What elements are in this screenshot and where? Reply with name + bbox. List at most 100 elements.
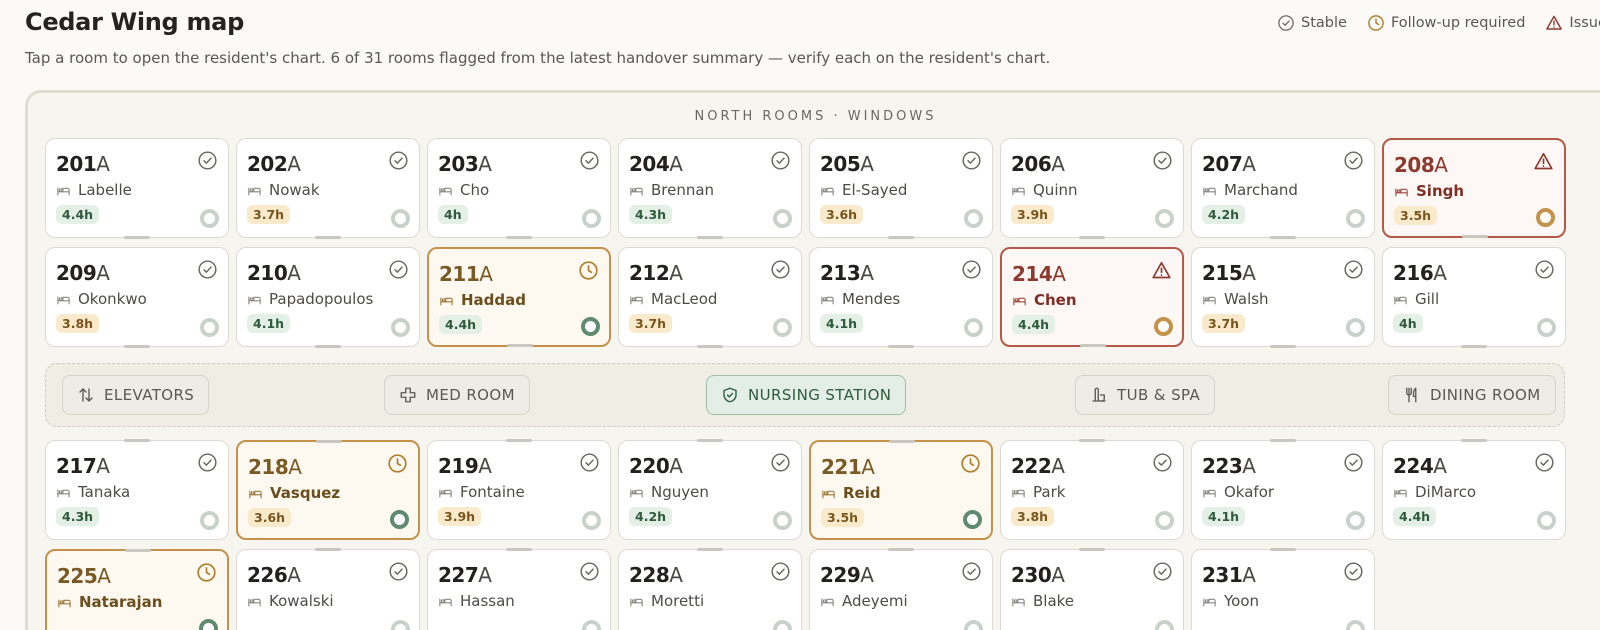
duration-badge: 4.3h: [56, 507, 100, 526]
resident-line: Mendes: [820, 290, 900, 308]
room-card-218[interactable]: 218A Vasquez 3.6h: [236, 440, 420, 540]
door-marker: [315, 345, 341, 348]
room-card-228[interactable]: 228A Moretti: [618, 548, 802, 630]
amenity-label: ELEVATORS: [104, 386, 195, 404]
room-card-207[interactable]: 207A Marchand 4.2h: [1191, 138, 1375, 239]
room-card-227[interactable]: 227A Hassan: [427, 548, 611, 630]
door-marker: [888, 548, 914, 551]
amenity-elevators[interactable]: ELEVATORS: [62, 375, 210, 415]
resident-line: Kowalski: [247, 592, 334, 610]
check-circle-icon: [197, 259, 218, 280]
resident-line: Labelle: [56, 181, 132, 199]
room-card-213[interactable]: 213A Mendes 4.1h: [809, 247, 993, 348]
door-marker: [888, 345, 914, 348]
legend-label: Issue: [1569, 15, 1600, 31]
amenity-nursing-station[interactable]: NURSING STATION: [706, 375, 907, 415]
room-number-suffix: A: [479, 262, 493, 286]
page-subtitle: Tap a room to open the resident's chart.…: [25, 49, 1051, 67]
bed-icon: [439, 293, 454, 308]
room-number-digits: 231: [1202, 563, 1243, 587]
resident-line: Cho: [438, 181, 489, 199]
room-number-digits: 212: [629, 261, 670, 285]
room-number-digits: 229: [820, 563, 861, 587]
room-number-suffix: A: [97, 564, 111, 588]
room-card-219[interactable]: 219A Fontaine 3.9h: [427, 439, 611, 540]
amenity-tub-spa[interactable]: TUB & SPA: [1075, 375, 1216, 415]
fork-knife-icon: [1403, 386, 1421, 404]
resident-name: Adeyemi: [842, 592, 908, 610]
room-number-suffix: A: [669, 563, 683, 587]
room-card-220[interactable]: 220A Nguyen 4.2h: [618, 439, 802, 540]
door-marker: [697, 345, 723, 348]
presence-indicator: [773, 318, 792, 337]
room-card-212[interactable]: 212A MacLeod 3.7h: [618, 247, 802, 348]
resident-line: Adeyemi: [820, 592, 908, 610]
amenity-dining-room[interactable]: DINING ROOM: [1388, 375, 1556, 415]
resident-name: Mendes: [842, 290, 901, 308]
door-marker: [697, 548, 723, 551]
room-card-216[interactable]: 216A Gill 4h: [1382, 247, 1566, 348]
room-card-204[interactable]: 204A Brennan 4.3h: [618, 138, 802, 239]
room-card-208[interactable]: 208A Singh 3.5h: [1382, 138, 1566, 238]
door-marker: [316, 440, 342, 443]
duration-badge: 4.4h: [439, 315, 483, 334]
room-card-214[interactable]: 214A Chen 4.4h: [1000, 247, 1184, 347]
amenity-label: NURSING STATION: [748, 386, 892, 404]
resident-name: Marchand: [1224, 181, 1298, 199]
room-card-224[interactable]: 224A DiMarco 4.4h: [1382, 439, 1566, 540]
door-marker: [888, 236, 914, 239]
warning-triangle-icon: [1545, 14, 1563, 32]
room-card-210[interactable]: 210A Papadopoulos 4.1h: [236, 247, 420, 348]
room-card-223[interactable]: 223A Okafor 4.1h: [1191, 439, 1375, 540]
room-card-209[interactable]: 209A Okonkwo 3.8h: [45, 247, 229, 348]
room-number-digits: 226: [247, 563, 288, 587]
room-number: 227A: [438, 563, 492, 587]
room-card-202[interactable]: 202A Nowak 3.7h: [236, 138, 420, 239]
room-card-211[interactable]: 211A Haddad 4.4h: [427, 247, 611, 347]
room-number-suffix: A: [861, 455, 875, 479]
room-card-230[interactable]: 230A Blake: [1000, 548, 1184, 630]
floor-map: NORTH ROOMS · WINDOWS ELEVATORS MED ROOM N…: [25, 90, 1600, 630]
door-marker: [1270, 439, 1296, 442]
door-marker: [124, 439, 150, 442]
presence-indicator: [963, 510, 982, 529]
room-card-231[interactable]: 231A Yoon: [1191, 548, 1375, 630]
room-card-217[interactable]: 217A Tanaka 4.3h: [45, 439, 229, 540]
presence-indicator: [391, 209, 410, 228]
room-number-suffix: A: [1433, 261, 1447, 285]
room-card-203[interactable]: 203A Cho 4h: [427, 138, 611, 239]
room-card-206[interactable]: 206A Quinn 3.9h: [1000, 138, 1184, 239]
resident-name: Cho: [460, 181, 490, 199]
presence-indicator: [200, 511, 219, 530]
elevator-arrows-icon: [77, 386, 95, 404]
room-card-225[interactable]: 225A Natarajan: [45, 549, 229, 630]
resident-name: Nguyen: [651, 483, 709, 501]
door-marker: [889, 440, 915, 443]
presence-indicator: [582, 511, 601, 530]
resident-name: Okonkwo: [78, 290, 147, 308]
room-card-229[interactable]: 229A Adeyemi: [809, 548, 993, 630]
room-number: 225A: [57, 564, 111, 588]
room-number-digits: 216: [1393, 261, 1434, 285]
room-number-digits: 213: [820, 261, 861, 285]
amenity-label: TUB & SPA: [1117, 386, 1201, 404]
room-number-suffix: A: [669, 261, 683, 285]
room-number: 214A: [1012, 262, 1066, 286]
room-card-222[interactable]: 222A Park 3.8h: [1000, 439, 1184, 540]
room-card-226[interactable]: 226A Kowalski: [236, 548, 420, 630]
resident-name: Chen: [1034, 291, 1077, 309]
clock-icon: [387, 453, 408, 474]
door-marker: [1079, 548, 1105, 551]
room-card-221[interactable]: 221A Reid 3.5h: [809, 440, 993, 540]
room-number-digits: 210: [247, 261, 288, 285]
resident-line: MacLeod: [629, 290, 717, 308]
check-circle-icon: [1152, 452, 1173, 473]
room-card-205[interactable]: 205A El-Sayed 3.6h: [809, 138, 993, 239]
bed-icon: [56, 485, 71, 500]
room-number-digits: 222: [1011, 454, 1052, 478]
door-marker: [1270, 548, 1296, 551]
room-card-201[interactable]: 201A Labelle 4.4h: [45, 138, 229, 239]
amenity-med-room[interactable]: MED ROOM: [384, 375, 530, 415]
room-number: 213A: [820, 261, 874, 285]
room-card-215[interactable]: 215A Walsh 3.7h: [1191, 247, 1375, 348]
